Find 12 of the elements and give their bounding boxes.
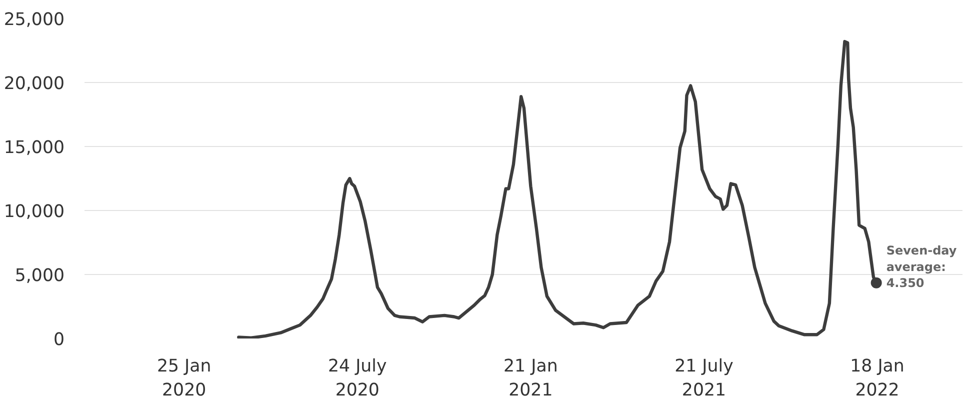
y-tick-label: 20,000 xyxy=(4,74,65,94)
x-tick-label: 21 Jan 2021 xyxy=(504,356,558,400)
y-tick-label: 5,000 xyxy=(14,266,65,286)
y-tick-label: 25,000 xyxy=(4,10,65,30)
y-tick-label: 15,000 xyxy=(4,138,65,158)
x-tick-label: 18 Jan 2022 xyxy=(850,356,904,400)
y-tick-label: 10,000 xyxy=(4,202,65,222)
y-tick-label: 0 xyxy=(53,330,65,350)
x-tick-label: 24 July 2020 xyxy=(328,356,387,400)
x-tick-label: 25 Jan 2020 xyxy=(156,356,212,400)
x-tick-label: 21 July 2021 xyxy=(674,356,734,400)
annotation: Seven-day average: 4.350 xyxy=(886,244,957,290)
